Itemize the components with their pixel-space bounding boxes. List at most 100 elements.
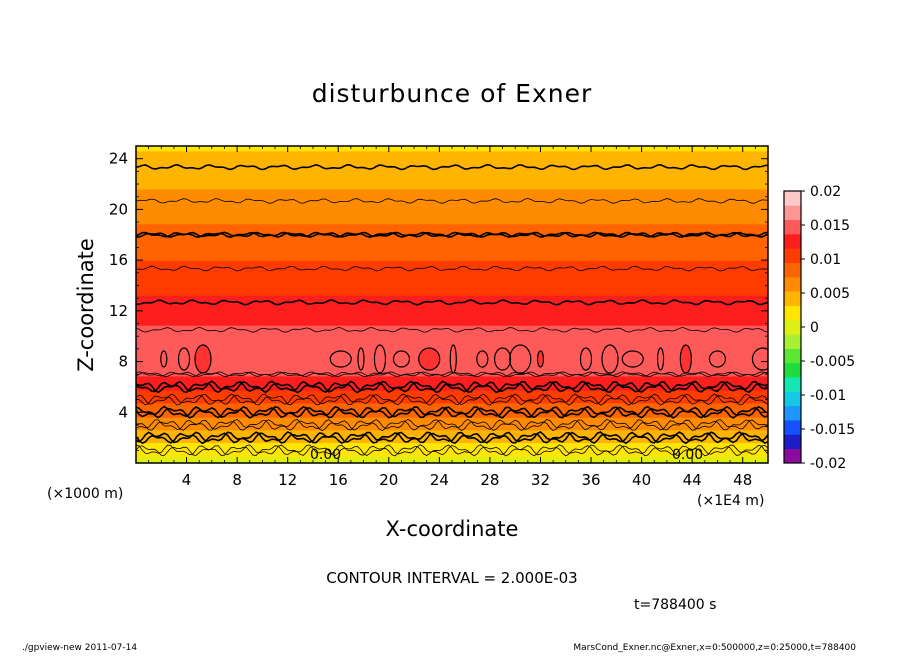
field-band (136, 445, 768, 448)
x-tick-label: 44 (683, 471, 702, 489)
field-band (136, 413, 768, 417)
footer-left: ./gpview-new 2011-07-14 (22, 643, 137, 653)
footer-right: MarsCond_Exner.nc@Exner,x=0:500000,z=0:2… (573, 643, 856, 653)
field-band (136, 244, 768, 247)
field-band (136, 199, 768, 203)
field-band (136, 326, 768, 329)
colorbar-swatch (784, 219, 801, 235)
field-band (136, 448, 768, 451)
x-axis-label: X-coordinate (386, 517, 519, 541)
field-band (136, 412, 768, 415)
field-band (136, 272, 768, 275)
field-band (136, 366, 768, 369)
field-band (136, 195, 768, 198)
field-band (136, 218, 768, 222)
field-band (136, 193, 768, 196)
y-tick-label: 16 (109, 251, 128, 269)
field-band (136, 407, 768, 410)
x-tick-label: 40 (632, 471, 651, 489)
field-band (136, 287, 768, 290)
field-band (136, 390, 768, 393)
contour-line (136, 163, 768, 171)
field-band (136, 191, 768, 195)
colorbar-swatch (784, 420, 801, 435)
field-band (136, 190, 768, 193)
contour-label-right: 0.00 (672, 447, 703, 463)
field-band (136, 450, 768, 453)
x-tick-label: 8 (232, 471, 242, 489)
field-band (136, 196, 768, 199)
field-band (136, 161, 768, 165)
field-band (136, 214, 768, 217)
contour-line (136, 444, 768, 457)
colorbar-swatch (784, 305, 801, 321)
field-band (136, 334, 768, 337)
field-band (136, 277, 768, 280)
contour-line (136, 418, 768, 432)
eddy-contour (536, 350, 545, 368)
eddy-contour (418, 347, 441, 371)
field-band (136, 226, 768, 230)
field-band (136, 340, 768, 344)
field-band (136, 203, 768, 206)
colorbar-label: 0.005 (810, 286, 850, 302)
field-band (136, 307, 768, 310)
field-band (136, 290, 768, 293)
field-band (136, 323, 768, 326)
contour-line (136, 431, 768, 445)
colorbar-swatch (784, 233, 801, 249)
contour-interval-text: CONTOUR INTERVAL = 2.000E-03 (326, 569, 577, 587)
field-band (136, 228, 768, 231)
field-band (136, 299, 768, 302)
field-band (136, 402, 768, 405)
field-band (136, 428, 768, 431)
field-band (136, 241, 768, 244)
field-band (136, 206, 768, 209)
field-band (136, 367, 768, 371)
eddy-contour (708, 350, 727, 368)
contour-line (136, 393, 768, 406)
field-band (136, 328, 768, 331)
x-tick-label: 32 (531, 471, 550, 489)
field-band (136, 210, 768, 214)
field-band (136, 179, 768, 182)
field-band (136, 258, 768, 261)
colorbar-label: -0.005 (810, 354, 855, 370)
field-band (136, 207, 768, 210)
contour-line (136, 405, 768, 419)
colorbar-label: -0.01 (810, 388, 846, 404)
field-band (136, 177, 768, 180)
field-band (136, 274, 768, 277)
field-band (136, 275, 768, 279)
x-tick-label: 12 (278, 471, 297, 489)
field-band (136, 431, 768, 434)
x-tick-label: 24 (430, 471, 449, 489)
field-band (136, 168, 768, 171)
x-tick-label: 36 (581, 471, 600, 489)
field-band (136, 201, 768, 204)
field-band (136, 410, 768, 413)
field-band (136, 153, 768, 157)
y-tick-label: 24 (109, 150, 128, 168)
field-band (136, 239, 768, 242)
eddy-contour (656, 347, 665, 371)
field-band (136, 361, 768, 364)
eddy-contour (579, 347, 593, 371)
field-band (136, 337, 768, 340)
colorbar-swatch (784, 434, 801, 450)
colorbar-swatch (784, 362, 801, 378)
field-band (136, 220, 768, 223)
field-band (136, 434, 768, 437)
field-band (136, 269, 768, 272)
field-band (136, 333, 768, 336)
field-band (136, 185, 768, 188)
field-band (136, 455, 768, 458)
colorbar-label: 0 (810, 320, 819, 336)
field-band (136, 320, 768, 323)
field-band (136, 266, 768, 269)
field-band (136, 310, 768, 314)
colorbar-label: 0.01 (810, 252, 841, 268)
field-band (136, 264, 768, 268)
eddy-contour (679, 344, 692, 374)
field-band (136, 391, 768, 394)
